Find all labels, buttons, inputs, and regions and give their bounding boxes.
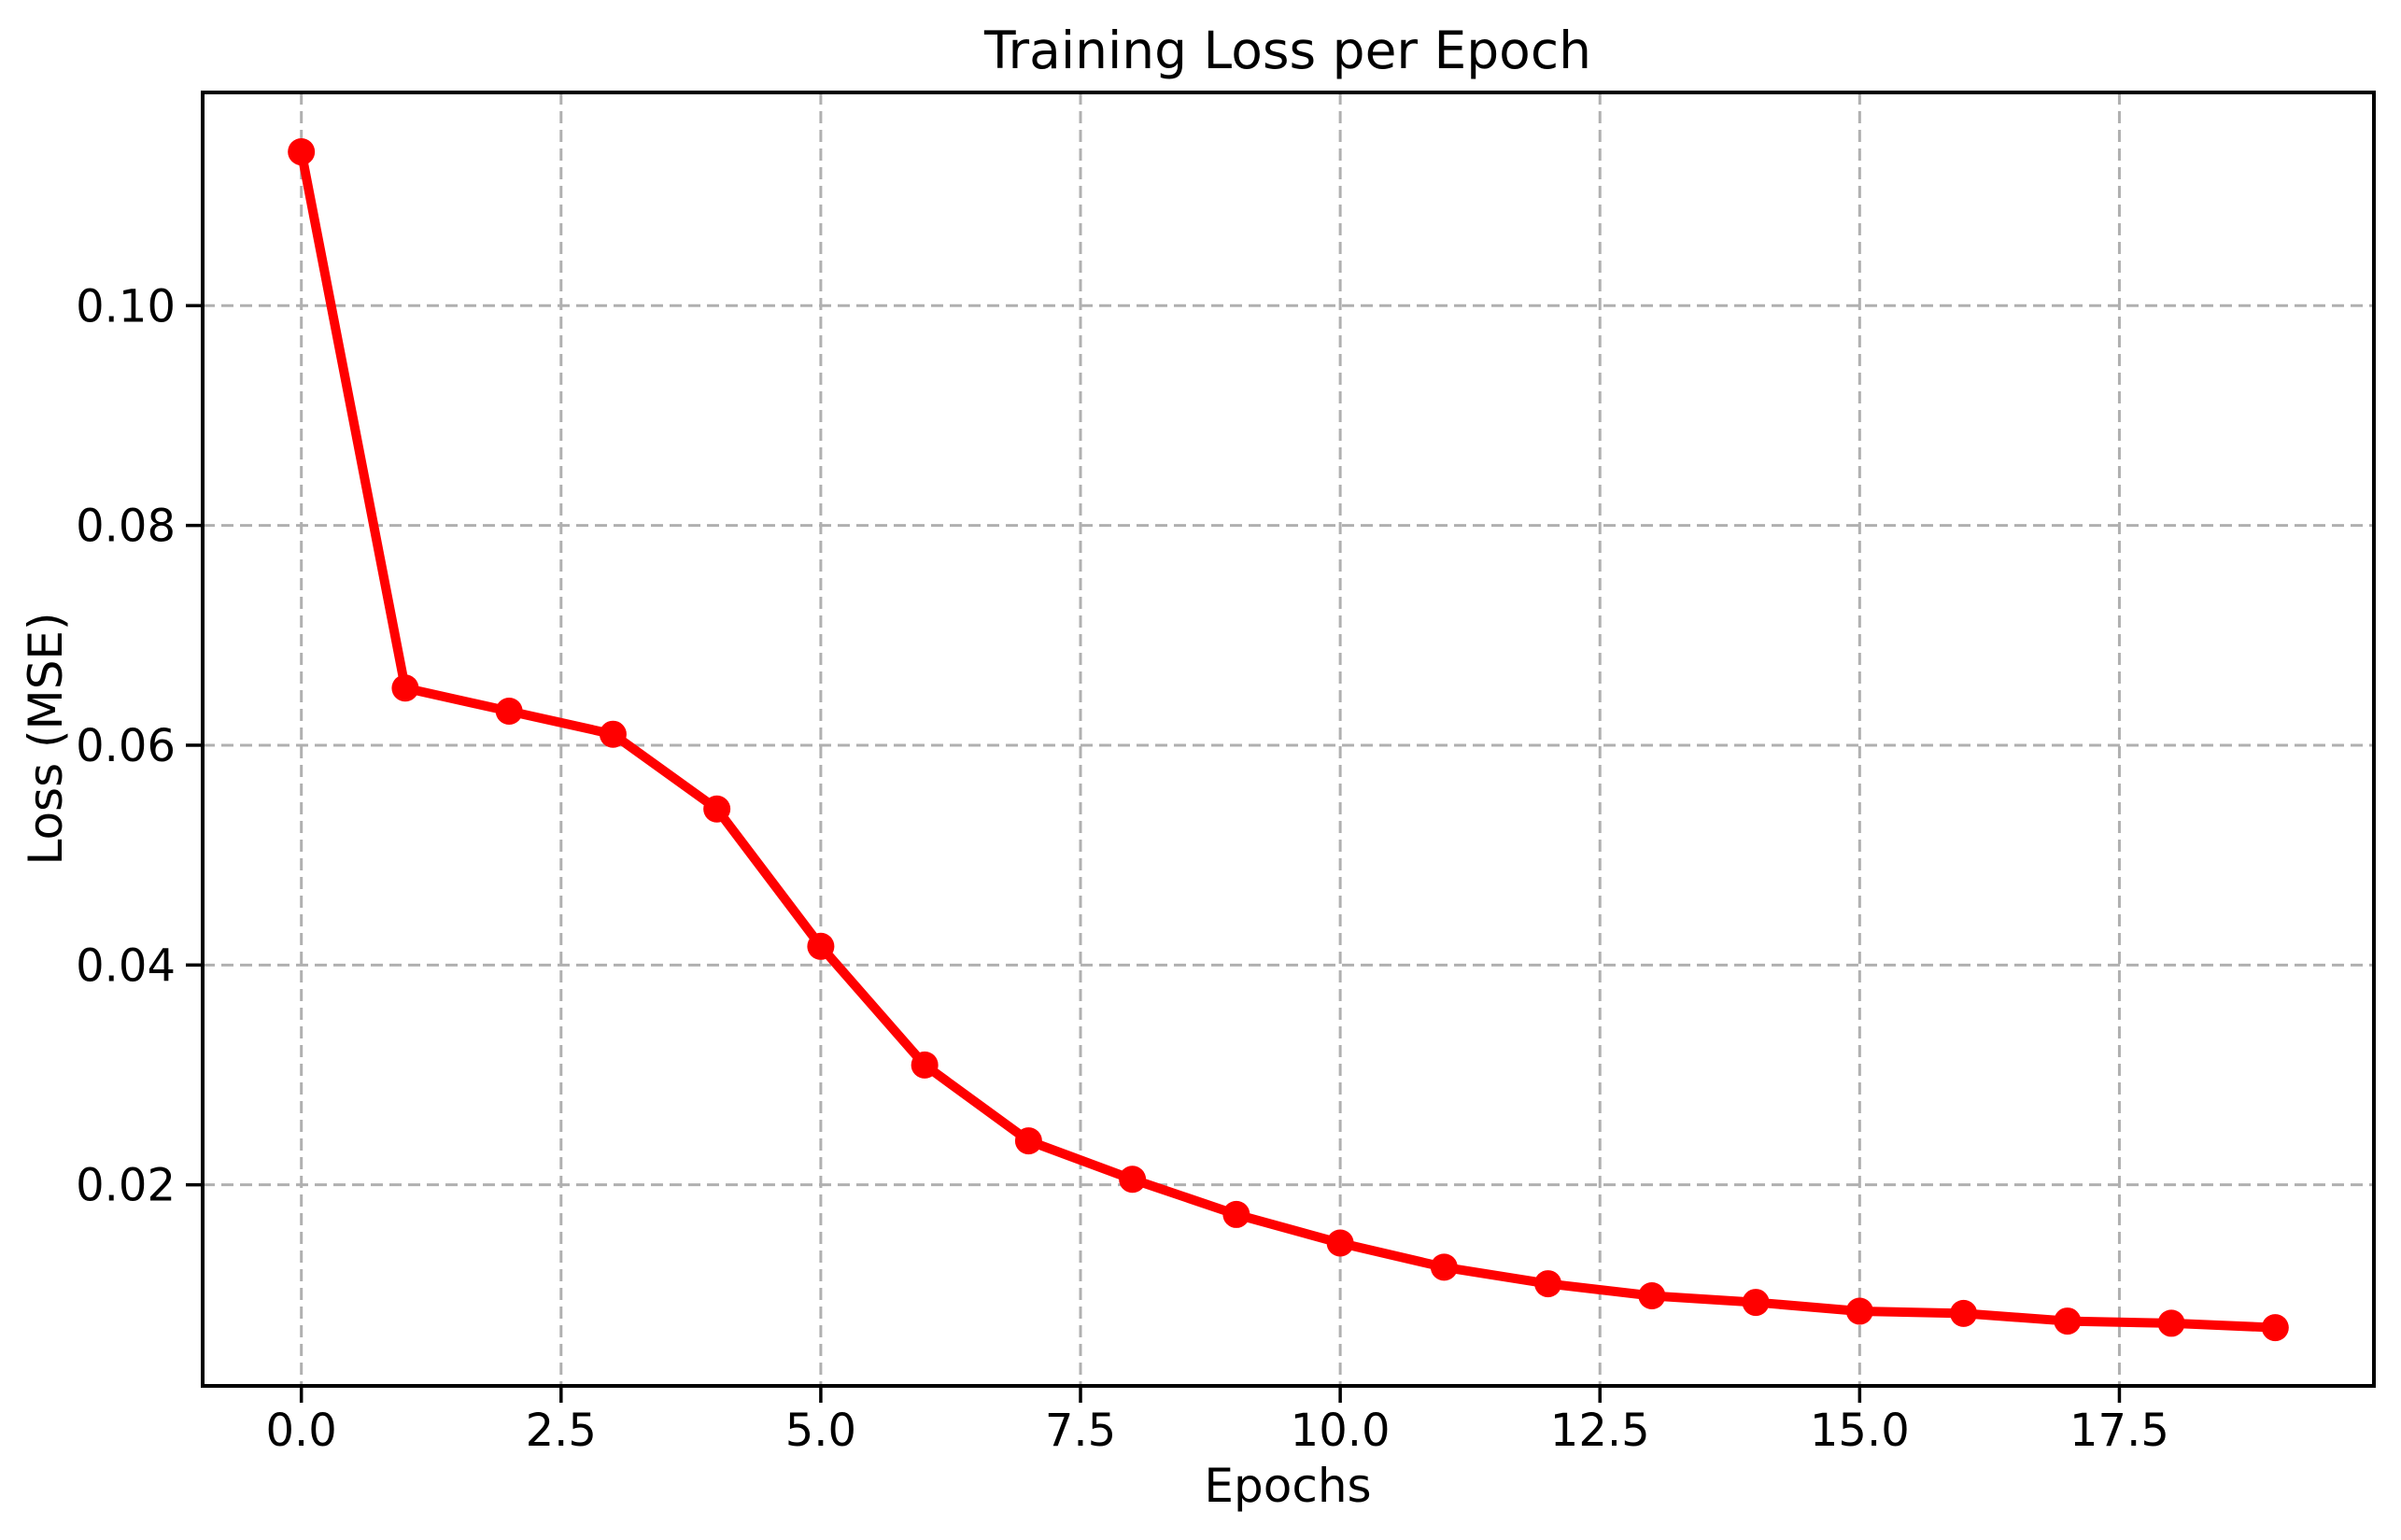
plot-border (201, 91, 2376, 1388)
data-point-epoch-2 (495, 697, 523, 725)
x-tick-label: 0.0 (266, 1405, 337, 1457)
y-tick-label: 0.10 (76, 280, 176, 332)
data-point-epoch-3 (599, 720, 627, 748)
x-tick-label: 10.0 (1291, 1405, 1391, 1457)
y-tick-label: 0.08 (76, 501, 176, 553)
data-point-epoch-1 (391, 674, 419, 702)
data-point-epoch-4 (703, 795, 731, 823)
data-point-epoch-15 (1845, 1297, 1873, 1325)
data-point-epoch-12 (1534, 1270, 1562, 1298)
data-point-epoch-16 (1950, 1299, 1978, 1327)
data-point-epoch-10 (1326, 1229, 1354, 1257)
x-tick-label: 12.5 (1550, 1405, 1650, 1457)
data-point-epoch-19 (2261, 1314, 2289, 1342)
data-point-epoch-14 (1742, 1289, 1770, 1317)
chart-title: Training Loss per Epoch (983, 21, 1591, 80)
data-point-epoch-0 (288, 138, 316, 166)
x-tick-label: 15.0 (1810, 1405, 1910, 1457)
x-tick-label: 17.5 (2069, 1405, 2169, 1457)
data-point-epoch-17 (2054, 1307, 2082, 1335)
y-tick-label: 0.02 (76, 1160, 176, 1212)
data-layer (288, 138, 2289, 1342)
x-tick-label: 7.5 (1045, 1405, 1116, 1457)
data-point-epoch-9 (1222, 1200, 1250, 1228)
y-tick-label: 0.06 (76, 720, 176, 772)
y-axis-label: Loss (MSE) (19, 612, 73, 865)
data-point-epoch-11 (1430, 1253, 1458, 1281)
data-point-epoch-7 (1014, 1127, 1042, 1155)
data-point-epoch-5 (807, 932, 835, 960)
x-axis-label: Epochs (1204, 1459, 1371, 1513)
x-tick-label: 5.0 (785, 1405, 856, 1457)
data-point-epoch-18 (2157, 1309, 2185, 1337)
grid-layer (203, 92, 2374, 1386)
data-point-epoch-8 (1119, 1166, 1147, 1194)
axis-layer: 0.0 2.5 5.0 7.5 10.0 12.5 15.0 17.5 0.02 0.04 0.06… (76, 91, 2376, 1457)
data-point-epoch-13 (1638, 1282, 1666, 1310)
y-tick-label: 0.04 (76, 940, 176, 992)
data-point-epoch-6 (911, 1051, 939, 1079)
x-tick-label: 2.5 (526, 1405, 597, 1457)
loss-line (296, 147, 2281, 1333)
